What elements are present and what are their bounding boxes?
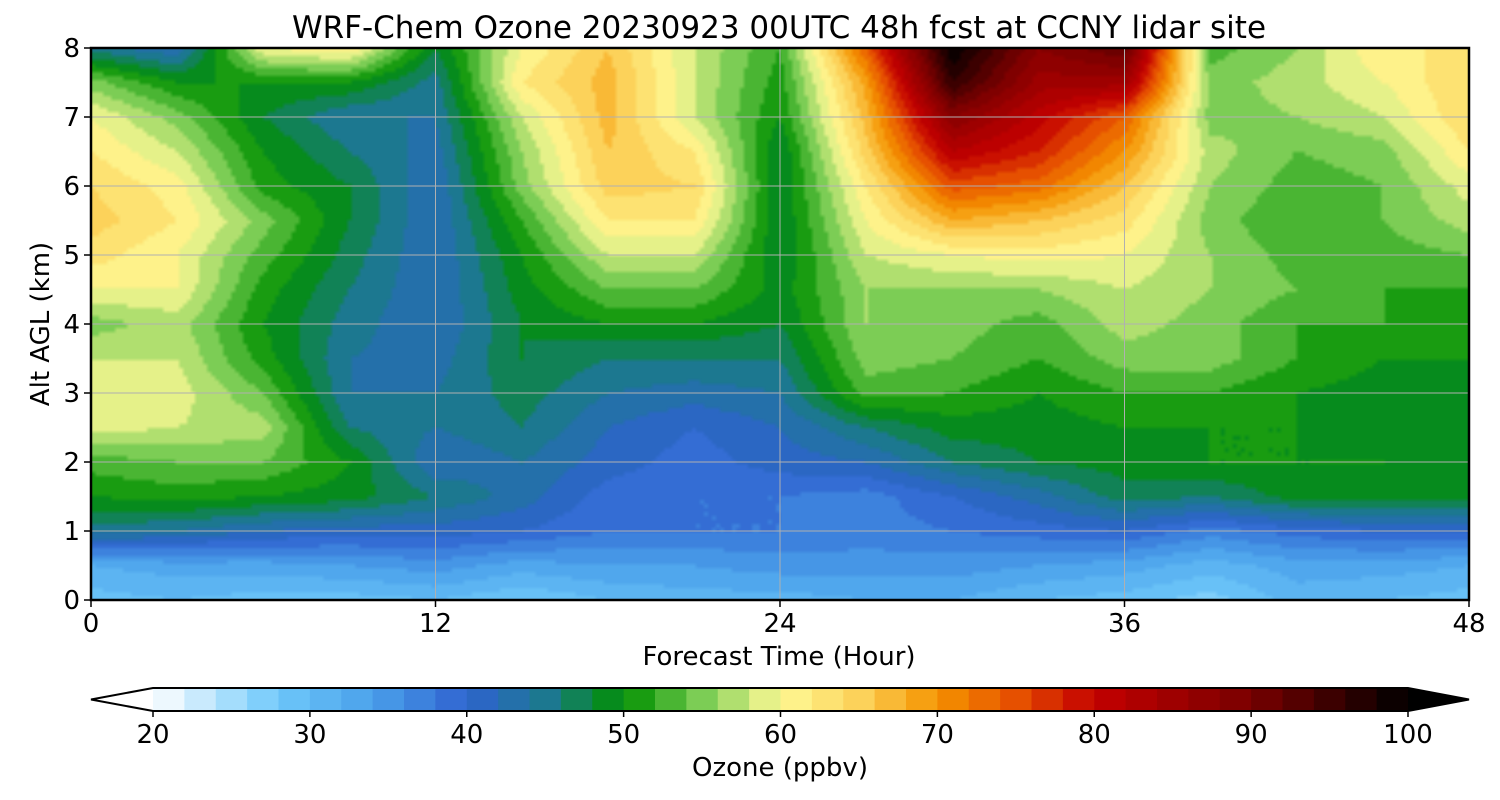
x-tick-label: 12	[419, 609, 452, 639]
colorbar-swatch	[811, 688, 844, 711]
colorbar-swatch	[1000, 688, 1033, 711]
colorbar-swatch	[1251, 688, 1284, 711]
colorbar-swatch	[1157, 688, 1189, 711]
y-tick-label: 5	[63, 241, 80, 271]
colorbar-swatch	[184, 688, 217, 711]
colorbar-tick-label: 30	[293, 720, 326, 750]
colorbar-swatch	[466, 688, 499, 711]
colorbar-swatch	[404, 688, 436, 711]
colorbar-swatch	[780, 688, 813, 711]
colorbar-tick-label: 90	[1235, 720, 1268, 750]
colorbar-high-extension	[1408, 688, 1469, 711]
colorbar-label: Ozone (ppbv)	[692, 753, 868, 783]
colorbar-tick-label: 100	[1383, 720, 1433, 750]
colorbar-swatch	[1031, 688, 1064, 711]
y-tick-label: 2	[63, 448, 80, 478]
x-tick-label: 0	[83, 609, 100, 639]
colorbar-swatch	[1094, 688, 1127, 711]
colorbar-swatch	[1313, 688, 1346, 711]
colorbar-swatch	[341, 688, 374, 711]
y-tick-label: 6	[63, 172, 80, 202]
colorbar	[90, 687, 1470, 712]
chart-title: WRF-Chem Ozone 20230923 00UTC 48h fcst a…	[292, 10, 1266, 46]
colorbar-swatch	[1188, 688, 1221, 711]
colorbar-swatch	[1376, 688, 1409, 711]
colorbar-swatch	[1282, 688, 1315, 711]
colorbar-swatch	[247, 688, 280, 711]
colorbar-tick-label: 40	[450, 720, 483, 750]
y-axis-label: Alt AGL (km)	[26, 242, 56, 406]
y-tick-label: 0	[63, 586, 80, 616]
colorbar-swatch	[560, 688, 593, 711]
colorbar-swatch	[153, 688, 185, 711]
y-tick-label: 8	[63, 34, 80, 64]
colorbar-swatch	[1219, 688, 1252, 711]
colorbar-tick-label: 70	[921, 720, 954, 750]
colorbar-swatch	[498, 688, 531, 711]
colorbar-tick-label: 20	[136, 720, 169, 750]
colorbar-swatch	[592, 688, 625, 711]
colorbar-swatch	[309, 688, 342, 711]
colorbar-swatch	[906, 688, 938, 711]
colorbar-swatch	[749, 688, 782, 711]
x-tick-label: 36	[1108, 609, 1141, 639]
y-tick-label: 7	[63, 103, 80, 133]
colorbar-swatch	[717, 688, 750, 711]
y-tick-label: 3	[63, 379, 80, 409]
colorbar-swatch	[655, 688, 687, 711]
colorbar-swatch	[372, 688, 405, 711]
y-axis-ticks: 0 1 2 3 4 5 6 7 8	[63, 34, 91, 616]
y-tick-label: 4	[63, 310, 80, 340]
colorbar-tick-label: 50	[607, 720, 640, 750]
grid-lines	[91, 48, 1469, 600]
colorbar-swatch	[843, 688, 876, 711]
colorbar-ticks: 20 30 40 50 60 70 80 90 100	[136, 711, 1433, 750]
colorbar-tick-label: 60	[764, 720, 797, 750]
colorbar-swatch	[1062, 688, 1095, 711]
x-axis-ticks: 0 12 24 36 48	[83, 600, 1486, 639]
colorbar-swatch	[1125, 688, 1158, 711]
colorbar-swatch	[529, 688, 562, 711]
colorbar-swatch	[435, 688, 468, 711]
colorbar-swatch	[623, 688, 656, 711]
colorbar-swatch	[968, 688, 1001, 711]
colorbar-swatch	[874, 688, 907, 711]
colorbar-swatch	[1345, 688, 1378, 711]
colorbar-swatch	[686, 688, 719, 711]
colorbar-swatch	[215, 688, 248, 711]
colorbar-low-extension	[91, 688, 153, 711]
y-tick-label: 1	[63, 517, 80, 547]
x-axis-label: Forecast Time (Hour)	[642, 642, 915, 672]
colorbar-tick-label: 80	[1078, 720, 1111, 750]
colorbar-swatch	[278, 688, 311, 711]
x-tick-label: 24	[763, 609, 796, 639]
x-tick-label: 48	[1452, 609, 1485, 639]
colorbar-swatch	[937, 688, 970, 711]
